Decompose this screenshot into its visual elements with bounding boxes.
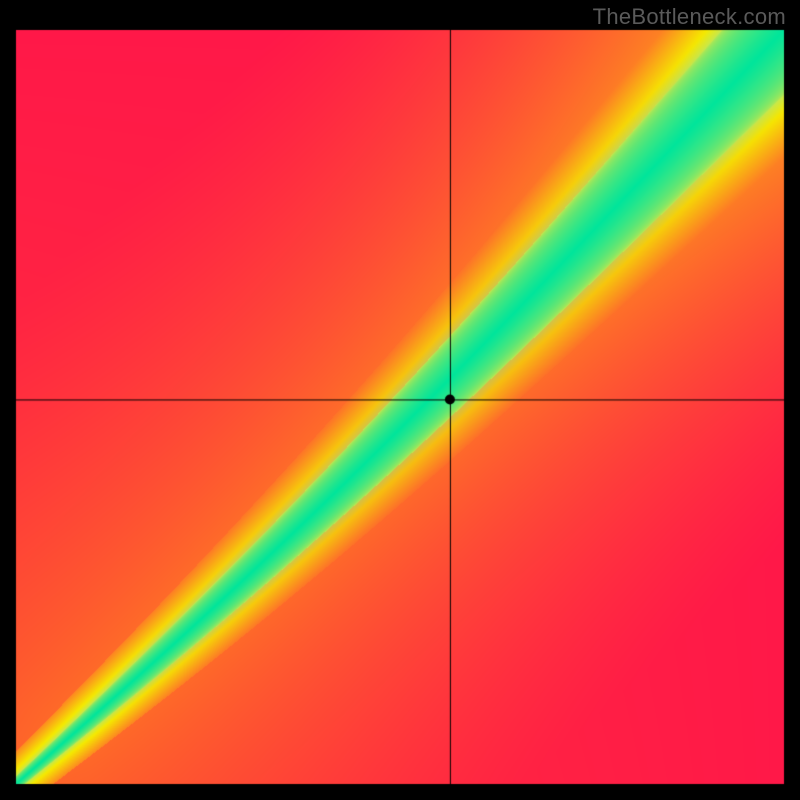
watermark-text: TheBottleneck.com [593, 4, 786, 30]
chart-container: TheBottleneck.com [0, 0, 800, 800]
bottleneck-heatmap [0, 0, 800, 800]
